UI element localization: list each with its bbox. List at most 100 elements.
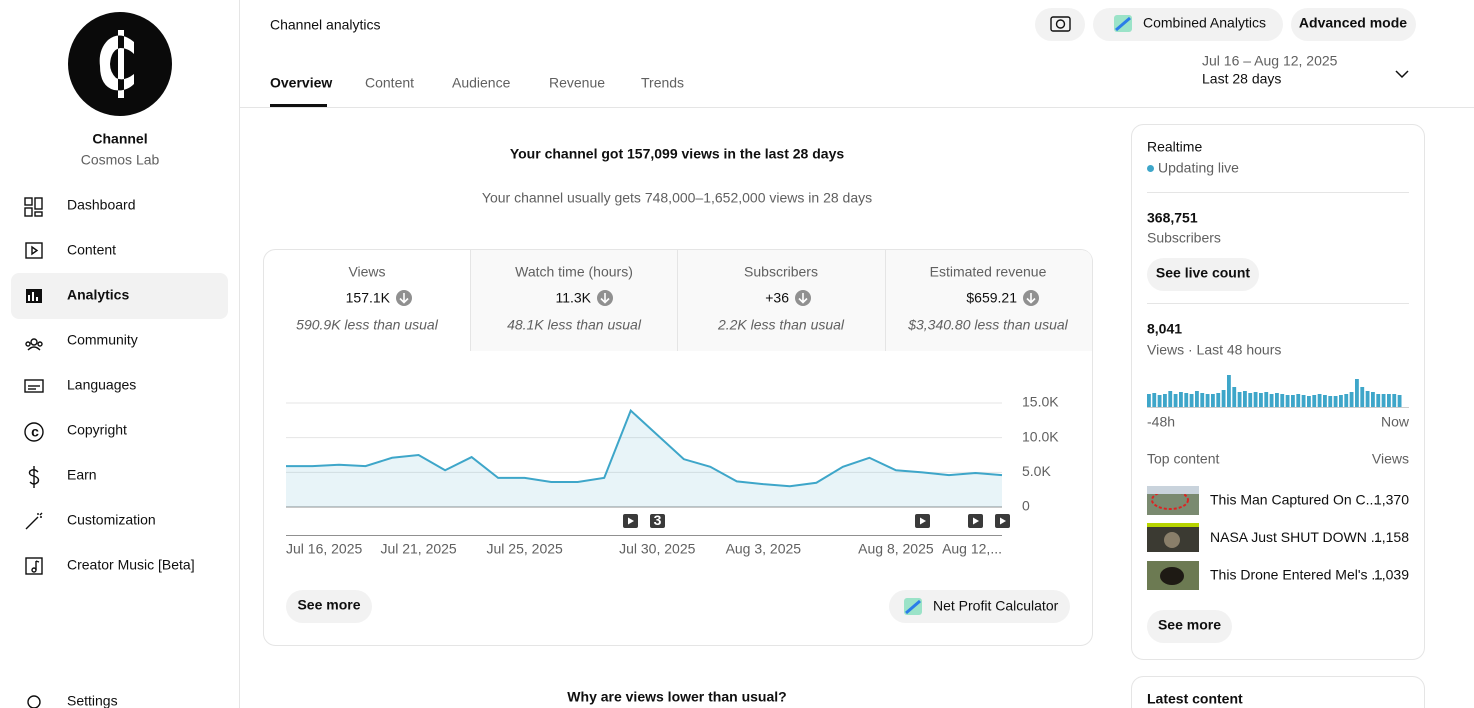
live-dot (1147, 165, 1154, 172)
realtime-bar (1248, 393, 1253, 407)
x-tick-label: Jul 30, 2025 (619, 541, 695, 557)
subscriber-count: 368,751 (1147, 210, 1198, 226)
combined-analytics-label: Combined Analytics (1143, 15, 1266, 31)
tab[interactable]: Revenue (549, 75, 605, 91)
latest-content-card (1131, 676, 1425, 708)
realtime-bar (1243, 391, 1247, 407)
thumbnails (1147, 486, 1199, 590)
realtime-bar (1301, 395, 1306, 407)
realtime-bar (1275, 393, 1279, 407)
x-tick-label: Aug 3, 2025 (726, 541, 802, 557)
realtime-bar (1307, 396, 1311, 407)
realtime-title: Realtime (1147, 139, 1202, 155)
views-count: 8,041 (1147, 321, 1182, 337)
chart-markers (623, 514, 1010, 528)
nav-item[interactable]: Dashboard (67, 197, 136, 213)
tab[interactable]: Trends (641, 75, 684, 91)
metric-tabs-bg (471, 250, 1092, 351)
realtime-bar (1253, 392, 1258, 407)
down-arrow (798, 293, 808, 304)
realtime-bar (1237, 392, 1242, 407)
live-count-label: See live count (1156, 265, 1250, 281)
active-tab-underline (270, 104, 327, 107)
realtime-bar (1360, 387, 1365, 407)
x-tick-label: Aug 12,... (942, 541, 1002, 557)
metric-dividers (470, 250, 886, 351)
tab[interactable]: Content (365, 75, 414, 91)
top-content-title[interactable]: This Drone Entered Mel's ... (1210, 567, 1383, 583)
realtime-bar (1227, 375, 1231, 407)
realtime-bar (1168, 391, 1173, 407)
realtime-bar (1232, 387, 1237, 407)
realtime-bar (1179, 392, 1183, 407)
nav-item[interactable]: Customization (67, 512, 156, 528)
realtime-bar (1312, 395, 1317, 407)
realtime-bar (1195, 391, 1199, 407)
realtime-bar (1371, 392, 1375, 407)
realtime-bar (1285, 395, 1290, 407)
channel-title: Channel (92, 131, 147, 147)
realtime-bar (1264, 392, 1269, 407)
combined-analytics-button[interactable] (1093, 8, 1283, 41)
nav-item[interactable]: Analytics (67, 287, 129, 303)
metric-label: Watch time (hours) (515, 264, 633, 280)
nav-item[interactable]: Copyright (67, 422, 127, 438)
realtime-status: Updating live (1158, 160, 1239, 176)
realtime-bar (1205, 394, 1210, 407)
live-count-button[interactable] (1147, 258, 1259, 291)
metric-label: Subscribers (744, 264, 818, 280)
screenshot-button[interactable] (1035, 8, 1085, 41)
views-column-label: Views (1372, 451, 1409, 467)
nav-item[interactable]: Creator Music [Beta] (67, 557, 195, 573)
realtime-bar (1365, 391, 1370, 407)
realtime-bar (1291, 395, 1295, 407)
area (286, 410, 1002, 507)
metric-note: 2.2K less than usual (717, 317, 845, 333)
top-content-label: Top content (1147, 451, 1219, 467)
nav-active-bg (11, 273, 228, 319)
marker-count[interactable]: 3 (654, 512, 662, 528)
net-profit-button[interactable] (889, 590, 1070, 623)
nav-settings[interactable]: Settings (67, 693, 118, 708)
top-content-views: 1,370 (1374, 492, 1409, 508)
realtime-bar (1216, 393, 1221, 407)
metric-value: $659.21 (966, 290, 1017, 306)
y-tick-label: 0 (1022, 498, 1030, 514)
realtime-bar (1280, 394, 1285, 407)
views-label: Views · Last 48 hours (1147, 342, 1281, 358)
y-tick-label: 10.0K (1022, 428, 1059, 444)
date-range: Jul 16 – Aug 12, 2025 (1202, 53, 1338, 69)
top-content-views: 1,158 (1374, 529, 1409, 545)
metric-value: 157.1K (346, 290, 391, 306)
realtime-bar (1333, 396, 1338, 407)
realtime-bar (1147, 394, 1151, 407)
top-content-title[interactable]: NASA Just SHUT DOWN ... (1210, 529, 1382, 545)
x-tick-label: Jul 21, 2025 (380, 541, 456, 557)
net-profit-label: Net Profit Calculator (933, 598, 1059, 614)
period[interactable]: Last 28 days (1202, 71, 1281, 87)
nav-item[interactable]: Languages (67, 377, 136, 393)
nav-item[interactable]: Community (67, 332, 138, 348)
metric-label: Estimated revenue (930, 264, 1047, 280)
realtime-see-more[interactable] (1147, 610, 1232, 643)
line (286, 408, 1003, 488)
top-content-title[interactable]: This Man Captured On C... (1210, 492, 1377, 508)
realtime-bar (1349, 392, 1354, 407)
see-more-button[interactable] (286, 590, 372, 623)
period-chevron[interactable] (1395, 70, 1409, 79)
nav-item[interactable]: Content (67, 242, 116, 258)
tab[interactable]: Overview (270, 75, 332, 91)
headline: Your channel got 157,099 views in the la… (510, 146, 845, 162)
metric-value: 11.3K (555, 290, 591, 306)
realtime-bar (1163, 394, 1167, 407)
realtime-bar (1392, 394, 1397, 407)
realtime-bar (1376, 394, 1381, 407)
tab[interactable]: Audience (452, 75, 511, 91)
realtime-bar (1152, 393, 1157, 407)
nav-item[interactable]: Earn (67, 467, 97, 483)
metric-label: Views (348, 264, 385, 280)
realtime-bar (1317, 394, 1322, 407)
see-more-label: See more (297, 597, 360, 613)
advanced-mode-button[interactable] (1291, 8, 1416, 41)
